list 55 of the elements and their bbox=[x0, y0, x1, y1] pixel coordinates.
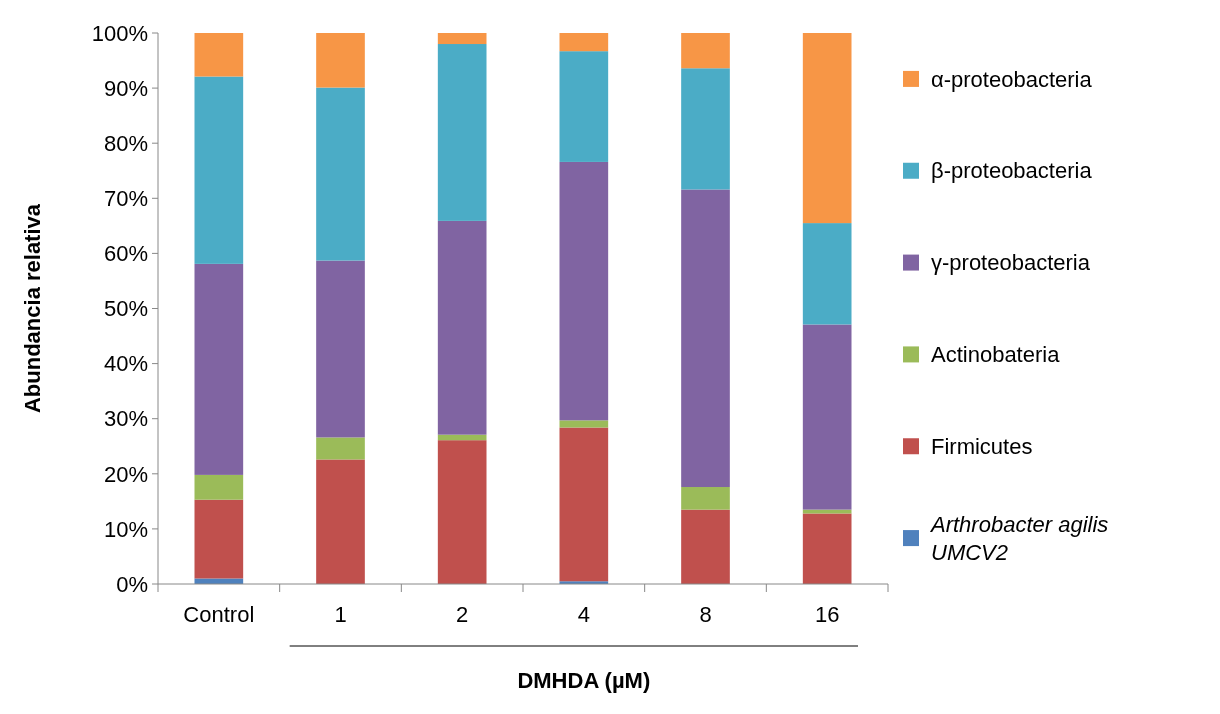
y-tick-label: 20% bbox=[103, 461, 148, 487]
y-tick-label: 70% bbox=[103, 186, 148, 211]
legend-label: γ-proteobacteria bbox=[931, 250, 1091, 276]
bar bbox=[316, 260, 365, 438]
bar bbox=[437, 220, 487, 435]
bar bbox=[316, 33, 365, 88]
bar bbox=[194, 499, 244, 579]
y-axis-title: Abundancia relativa bbox=[20, 203, 45, 414]
bar bbox=[316, 459, 365, 584]
bar bbox=[681, 509, 730, 584]
bar bbox=[437, 434, 487, 441]
legend-label: α-proteobacteria bbox=[931, 66, 1093, 92]
bar bbox=[559, 33, 609, 52]
bar bbox=[802, 513, 852, 584]
bar bbox=[559, 51, 609, 162]
x-tick-label: 4 bbox=[577, 602, 590, 627]
x-tick-label: 2 bbox=[456, 602, 469, 627]
y-tick-label: 100% bbox=[91, 20, 148, 46]
bar bbox=[437, 440, 487, 584]
y-tick-label: 30% bbox=[103, 406, 148, 432]
x-tick-label: 8 bbox=[699, 602, 712, 627]
bar bbox=[194, 33, 244, 77]
bar bbox=[194, 578, 244, 584]
y-tick-label: 50% bbox=[103, 296, 148, 322]
bar bbox=[802, 324, 852, 510]
y-tick-label: 0% bbox=[116, 571, 148, 597]
bar bbox=[316, 87, 365, 261]
legend-label: β-proteobacteria bbox=[931, 158, 1093, 184]
bar bbox=[681, 189, 730, 488]
legend-label: Firmicutes bbox=[931, 433, 1033, 459]
bar bbox=[559, 427, 609, 582]
legend-label: Actinobateria bbox=[931, 342, 1061, 368]
bar bbox=[194, 474, 244, 500]
bar bbox=[681, 68, 730, 190]
y-tick-label: 10% bbox=[103, 516, 148, 542]
y-tick-label: 60% bbox=[103, 241, 148, 267]
legend-label: Arthrobacter agilis UMCV2 bbox=[929, 511, 1109, 565]
y-tick-label: 80% bbox=[103, 130, 148, 156]
bar bbox=[559, 420, 609, 428]
x-tick-label: Control bbox=[183, 602, 255, 627]
bar bbox=[802, 33, 852, 224]
x-tick-label: 16 bbox=[814, 602, 840, 627]
bar bbox=[802, 223, 852, 325]
x-tick-label: 1 bbox=[334, 602, 347, 627]
bar bbox=[316, 437, 365, 460]
bar bbox=[194, 76, 244, 264]
bar bbox=[681, 33, 730, 69]
x-axis-title: DMHDA (µM) bbox=[517, 668, 651, 693]
bar bbox=[194, 263, 244, 475]
bar bbox=[681, 487, 730, 510]
bar bbox=[437, 33, 487, 45]
bar bbox=[559, 161, 609, 421]
y-tick-label: 90% bbox=[103, 75, 148, 101]
bar bbox=[437, 44, 487, 221]
y-tick-label: 40% bbox=[103, 351, 148, 377]
